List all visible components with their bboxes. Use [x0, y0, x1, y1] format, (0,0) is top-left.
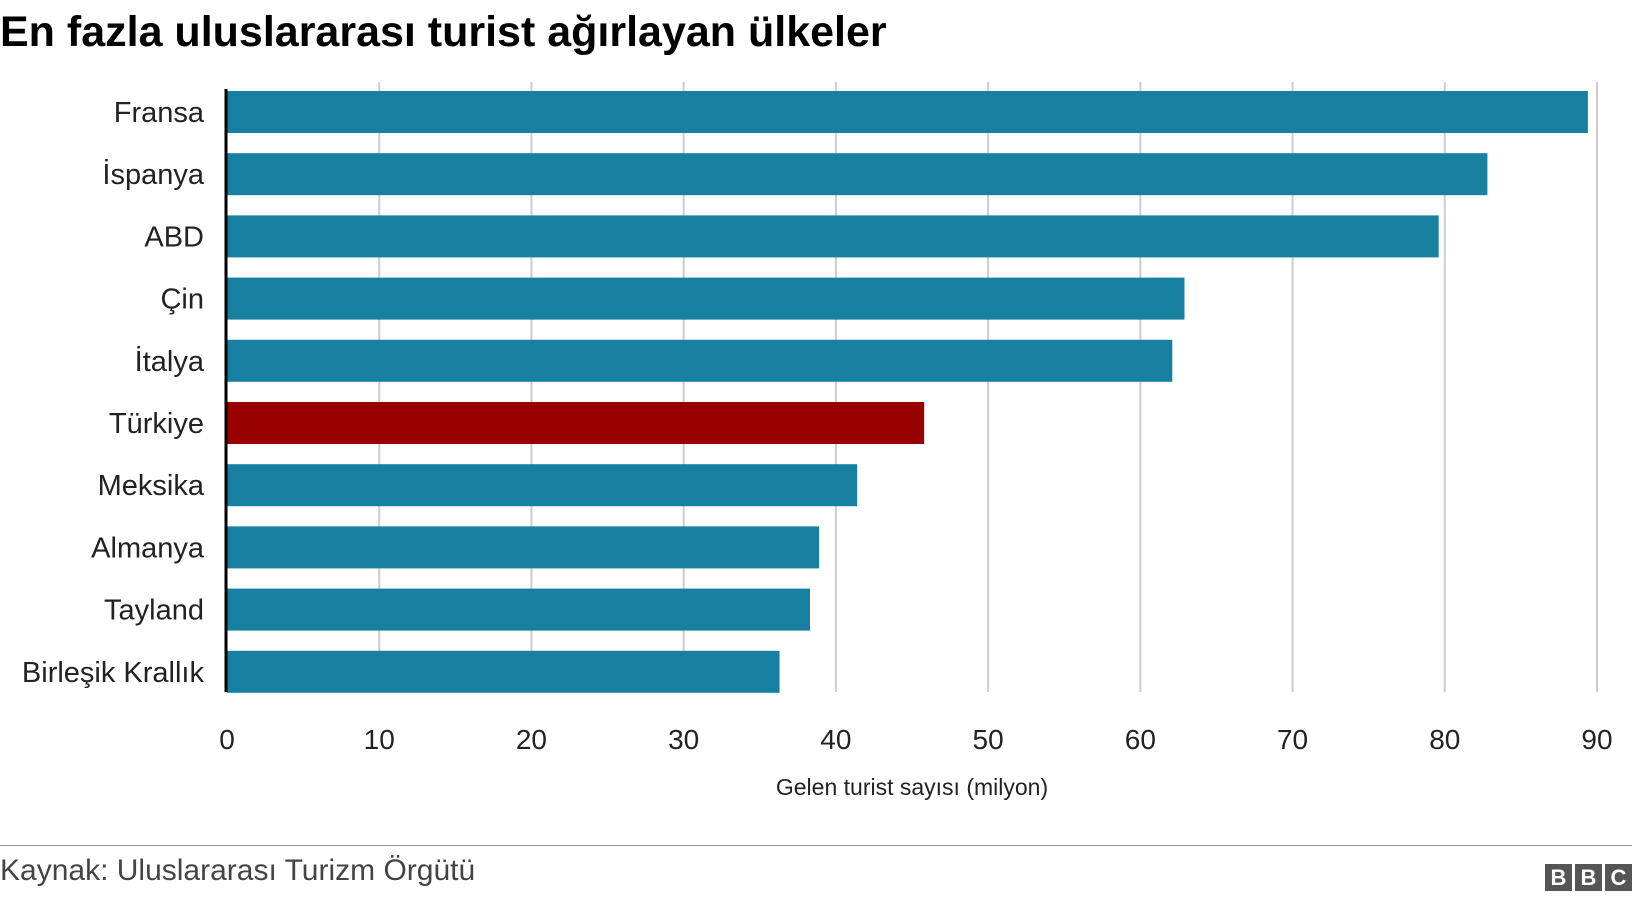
- category-labels: Fransa İspanya ABD Çin İtalya Türkiye Meksika A…: [22, 97, 205, 689]
- x-tick-label: 80: [1429, 724, 1460, 755]
- bars: [227, 91, 1588, 693]
- category-label: İspanya: [102, 158, 204, 191]
- chart-title: En fazla uluslararası turist ağırlayan ü…: [0, 8, 887, 56]
- category-label: ABD: [144, 221, 204, 253]
- bar-chart: Fransa İspanya ABD Çin İtalya Türkiye Meksika A…: [22, 82, 1613, 800]
- bar: [227, 526, 820, 569]
- category-label: Çin: [160, 284, 204, 316]
- x-tick-label: 20: [516, 724, 547, 755]
- category-label: Meksika: [98, 470, 205, 502]
- category-label: Almanya: [91, 532, 205, 564]
- bar: [227, 153, 1488, 196]
- x-tick-label: 70: [1277, 724, 1308, 755]
- bar: [227, 277, 1185, 320]
- x-tick-label: 90: [1581, 724, 1612, 755]
- category-label: Birleşik Krallık: [22, 657, 205, 689]
- bar: [227, 402, 925, 444]
- x-axis-label: Gelen turist sayısı (milyon): [776, 774, 1048, 800]
- bbc-logo-letter: B: [1575, 864, 1602, 891]
- bar: [227, 339, 1173, 382]
- tick-labels: 0 10 20 30 40 50 60 70 80 90: [219, 724, 1612, 755]
- bar: [227, 215, 1439, 258]
- x-tick-label: 10: [364, 724, 395, 755]
- category-label: Tayland: [104, 595, 204, 627]
- bbc-logo-letter: C: [1605, 864, 1632, 891]
- bbc-logo: B B C: [1545, 864, 1632, 891]
- source-note: Kaynak: Uluslararası Turizm Örgütü: [0, 854, 476, 887]
- bar: [227, 91, 1588, 133]
- bar: [227, 650, 780, 693]
- x-tick-label: 40: [820, 724, 851, 755]
- x-tick-label: 60: [1125, 724, 1156, 755]
- category-label: Fransa: [114, 97, 205, 129]
- x-tick-label: 0: [219, 724, 235, 755]
- footer-divider: [0, 845, 1632, 846]
- category-label: Türkiye: [109, 408, 204, 440]
- bbc-logo-letter: B: [1545, 864, 1572, 891]
- x-tick-label: 50: [973, 724, 1004, 755]
- category-label: İtalya: [135, 345, 205, 378]
- x-tick-label: 30: [668, 724, 699, 755]
- bar: [227, 464, 858, 507]
- bar: [227, 588, 811, 631]
